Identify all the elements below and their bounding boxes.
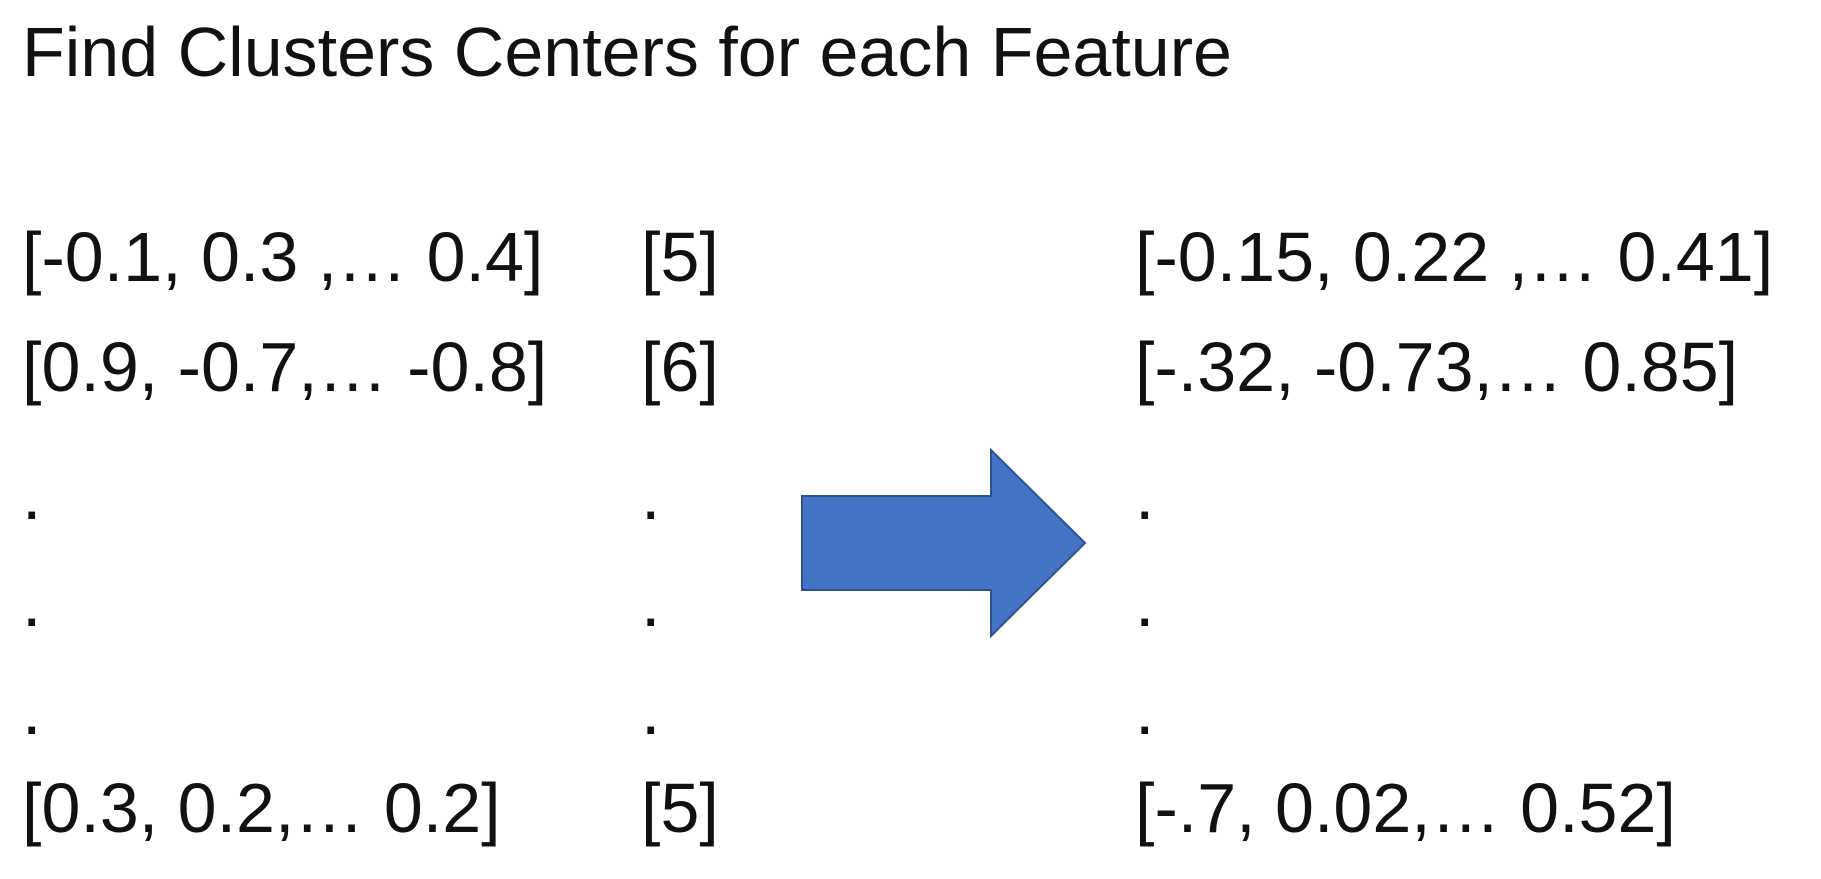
- ellipsis-dot: .: [1135, 563, 1155, 641]
- ellipsis-dot: .: [22, 671, 42, 749]
- cluster-center-row: [-0.15, 0.22 ,… 0.41]: [1135, 218, 1774, 296]
- ellipsis-dot: .: [22, 563, 42, 641]
- ellipsis-dot: .: [22, 456, 42, 534]
- cluster-label-row: [5]: [641, 769, 719, 847]
- cluster-center-row: [-.32, -0.73,… 0.85]: [1135, 328, 1739, 406]
- ellipsis-dot: .: [1135, 671, 1155, 749]
- feature-vector-row: [0.9, -0.7,… -0.8]: [22, 328, 548, 406]
- cluster-center-row: [-.7, 0.02,… 0.52]: [1135, 769, 1676, 847]
- page-title: Find Clusters Centers for each Feature: [22, 13, 1232, 91]
- ellipsis-dot: .: [641, 563, 661, 641]
- cluster-label-row: [6]: [641, 328, 719, 406]
- cluster-label-row: [5]: [641, 218, 719, 296]
- ellipsis-dot: .: [641, 456, 661, 534]
- feature-vector-row: [0.3, 0.2,… 0.2]: [22, 769, 501, 847]
- ellipsis-dot: .: [641, 671, 661, 749]
- arrow-shape: [801, 447, 1087, 639]
- feature-vector-row: [-0.1, 0.3 ,… 0.4]: [22, 218, 544, 296]
- ellipsis-dot: .: [1135, 456, 1155, 534]
